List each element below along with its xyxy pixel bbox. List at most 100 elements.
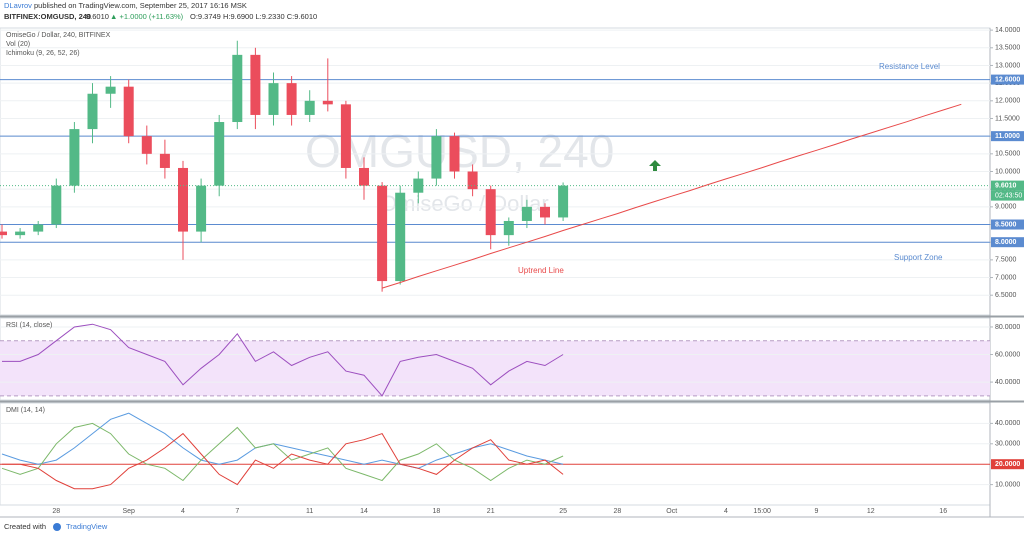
x-tick-label: 7 <box>235 508 239 515</box>
candle-body <box>322 100 333 105</box>
watermark: OMGUSD, 240 <box>305 125 614 177</box>
candle-body <box>214 122 225 186</box>
indicator-title: Vol (20) <box>6 41 30 48</box>
candle-body <box>521 206 532 221</box>
candle-body <box>340 104 351 168</box>
brand-icon <box>53 523 61 531</box>
level-box <box>991 74 1024 85</box>
y-tick-label: 40.0000 <box>995 420 1020 427</box>
level-label: 8.5000 <box>995 221 1017 228</box>
x-tick-label: 9 <box>815 508 819 515</box>
x-tick-label: 21 <box>487 508 495 515</box>
author: DLavrov <box>4 1 32 10</box>
y-tick-label: 11.5000 <box>995 115 1020 122</box>
y-tick-label: 40.0000 <box>995 379 1020 386</box>
candle-body <box>0 231 7 236</box>
annotation: Resistance Level <box>879 62 940 71</box>
footer-brand: TradingView <box>66 522 108 531</box>
candle-body <box>558 185 569 218</box>
x-tick-label: 11 <box>306 508 313 515</box>
candle-body <box>250 54 261 115</box>
y-tick-label: 10.0000 <box>995 481 1020 488</box>
candle-body <box>431 136 442 179</box>
panel-title: RSI (14, close) <box>6 322 52 329</box>
level-label: 11.0000 <box>995 133 1020 140</box>
candle-body <box>141 136 152 154</box>
last-price-label: 9.6010 <box>995 182 1017 189</box>
candles <box>0 40 569 292</box>
level-box <box>991 237 1024 248</box>
symbol: BITFINEX:OMGUSD, 240 <box>4 12 91 21</box>
y-tick-label: 6.5000 <box>995 292 1017 299</box>
dmi-line <box>1 422 564 482</box>
y-tick-label: 7.0000 <box>995 274 1017 281</box>
panel-title: DMI (14, 14) <box>6 407 45 414</box>
last-price-box <box>991 180 1024 191</box>
x-tick-label: 12 <box>867 508 875 515</box>
dmi-line <box>1 412 564 469</box>
y-tick-label: 30.0000 <box>995 441 1020 448</box>
candle-body <box>377 185 388 282</box>
level-box <box>991 459 1024 470</box>
level-label: 20.0000 <box>995 461 1020 468</box>
candle-body <box>449 136 460 172</box>
candle-body <box>159 153 170 168</box>
x-tick-label: 28 <box>52 508 60 515</box>
panel-title: OmiseGo / Dollar, 240, BITFINEX <box>6 32 111 39</box>
x-tick-label: 14 <box>360 508 368 515</box>
y-tick-label: 13.0000 <box>995 62 1020 69</box>
level-label: 8.0000 <box>995 239 1017 246</box>
candle-body <box>304 100 315 115</box>
x-tick-label: 25 <box>559 508 567 515</box>
candle-body <box>15 231 26 236</box>
y-tick-label: 10.5000 <box>995 151 1020 158</box>
level-label: 12.6000 <box>995 76 1020 83</box>
x-tick-label: 16 <box>939 508 947 515</box>
annotation: Support Zone <box>894 253 943 262</box>
change: ▲ +1.0000 (+11.63%) <box>110 12 184 21</box>
arrow-up <box>649 160 661 171</box>
footer-created: Created with <box>4 522 46 531</box>
y-tick-label: 60.0000 <box>995 351 1020 358</box>
y-tick-label: 9.0000 <box>995 204 1017 211</box>
level-box <box>991 219 1024 230</box>
x-tick-label: 4 <box>181 508 185 515</box>
ohlc: O:9.3749 H:9.6900 L:9.2330 C:9.6010 <box>190 12 317 21</box>
candle-body <box>467 171 478 190</box>
candle-body <box>196 185 207 232</box>
x-tick-label: 28 <box>614 508 622 515</box>
indicator-title: Ichimoku (9, 26, 52, 26) <box>6 50 80 57</box>
candle-body <box>268 83 279 115</box>
candle-body <box>69 129 80 186</box>
candle-body <box>232 54 243 123</box>
rsi-line <box>2 323 564 397</box>
candle-body <box>503 220 514 236</box>
rsi-band <box>0 340 990 396</box>
y-tick-label: 14.0000 <box>995 27 1020 34</box>
x-tick-label: 18 <box>433 508 441 515</box>
level-box <box>991 131 1024 142</box>
countdown-box <box>991 190 1024 201</box>
x-tick-label: Sep <box>122 508 135 515</box>
y-tick-label: 80.0000 <box>995 324 1020 331</box>
y-tick-label: 12.0000 <box>995 98 1020 105</box>
candle-body <box>105 86 116 94</box>
trend-label: Uptrend Line <box>518 266 564 275</box>
y-tick-label: 10.0000 <box>995 168 1020 175</box>
candle-body <box>413 178 424 193</box>
published: published on TradingView.com, September … <box>34 1 247 10</box>
x-tick-label: 15:00 <box>753 508 771 515</box>
header: DLavrov published on TradingView.com, Se… <box>4 1 317 21</box>
candle-body <box>33 224 44 232</box>
candle-body <box>87 93 98 130</box>
watermark: OmiseGo / Dollar <box>380 191 549 216</box>
trend-line <box>381 103 962 289</box>
y-tick-label: 7.5000 <box>995 257 1017 264</box>
countdown-label: 02:43:50 <box>995 192 1022 199</box>
y-tick-label: 13.5000 <box>995 45 1020 52</box>
x-tick-label: Oct <box>666 508 677 515</box>
candle-body <box>51 185 62 225</box>
candle-body <box>485 189 496 236</box>
candle-body <box>359 167 369 186</box>
